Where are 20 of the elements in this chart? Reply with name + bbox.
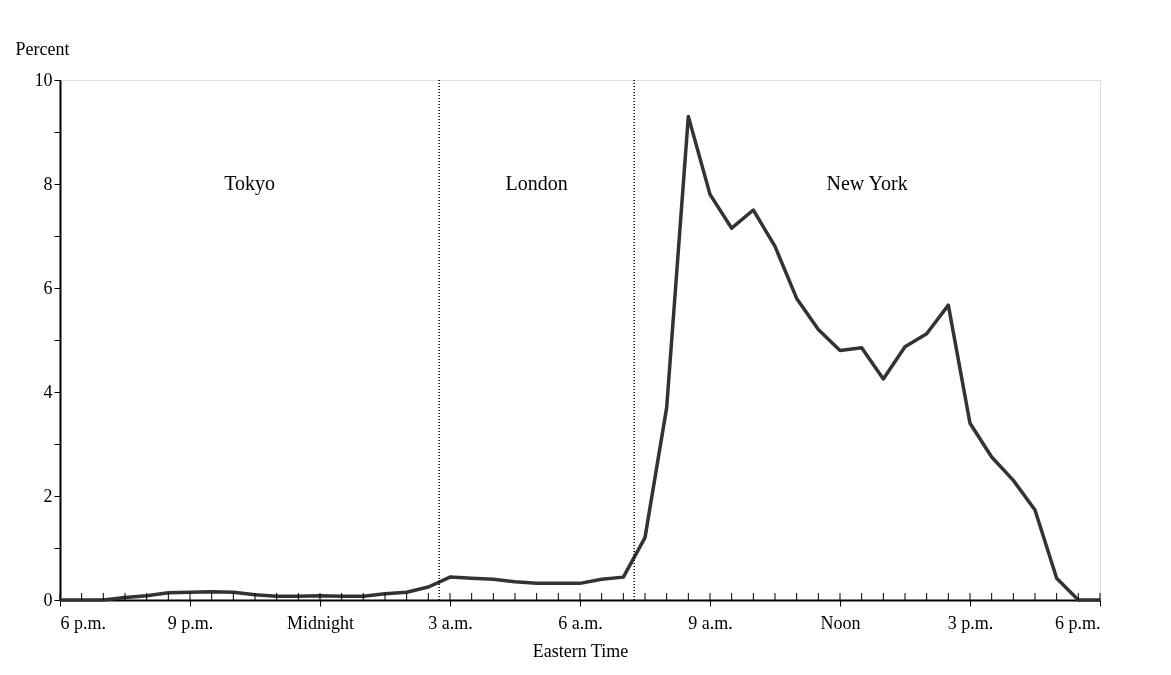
x-tick-label: Midnight bbox=[286, 612, 355, 633]
x-tick-label: 9 p.m. bbox=[167, 612, 214, 633]
x-tick-label: Noon bbox=[820, 612, 861, 633]
x-tick-label: 6 p.m. bbox=[1054, 612, 1101, 633]
x-axis-title: Eastern Time bbox=[532, 640, 629, 661]
x-tick-label: 6 p.m. bbox=[60, 612, 107, 633]
annotation: London bbox=[505, 172, 568, 194]
y-axis-title: Percent bbox=[15, 38, 70, 59]
x-tick-label: 3 p.m. bbox=[947, 612, 994, 633]
y-tick-label: 4 bbox=[43, 381, 53, 402]
annotation: Tokyo bbox=[224, 172, 275, 195]
annotation: New York bbox=[826, 172, 908, 194]
y-tick-label: 10 bbox=[34, 69, 53, 90]
x-tick-label: 6 a.m. bbox=[558, 612, 603, 633]
y-tick-label: 8 bbox=[43, 173, 53, 194]
y-tick-label: 6 bbox=[43, 277, 53, 298]
y-tick-label: 0 bbox=[43, 589, 53, 610]
x-tick-label: 9 a.m. bbox=[688, 612, 733, 633]
x-tick-label: 3 a.m. bbox=[428, 612, 473, 633]
y-tick-label: 2 bbox=[43, 485, 53, 506]
